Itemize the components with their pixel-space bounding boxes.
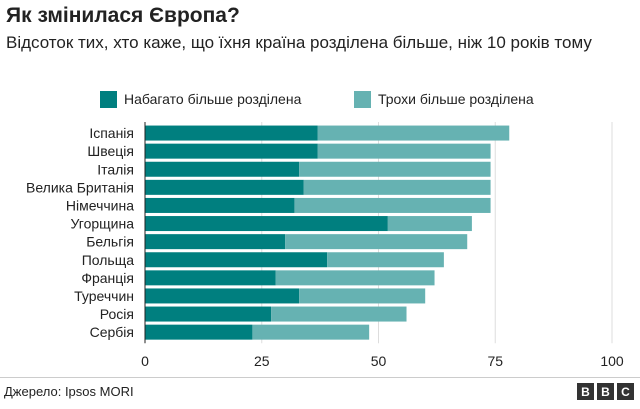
category-label: Сербія [90, 324, 134, 340]
x-tick-label: 0 [141, 353, 149, 369]
category-label: Італія [97, 161, 134, 177]
source-note: Джерело: Ipsos MORI [4, 384, 134, 399]
bar-slightly-more [303, 179, 491, 195]
bbc-logo: B B C [577, 383, 634, 400]
x-tick-label: 75 [487, 353, 503, 369]
chart-title: Як змінилася Європа? [6, 4, 240, 27]
bbc-logo-letter: B [597, 383, 614, 400]
category-label: Іспанія [89, 125, 134, 141]
category-label: Франція [81, 270, 134, 286]
bar-slightly-more [285, 234, 468, 250]
bar-slightly-more [299, 161, 491, 177]
bar-much-more [145, 252, 328, 268]
x-tick-label: 25 [254, 353, 270, 369]
bar-much-more [145, 234, 286, 250]
bar-much-more [145, 270, 276, 286]
legend-label-slightly-more: Трохи більше розділена [378, 91, 534, 107]
legend-label-much-more: Набагато більше розділена [124, 91, 302, 107]
bar-slightly-more [275, 270, 435, 286]
bar-slightly-more [271, 306, 407, 322]
bar-much-more [145, 143, 318, 159]
bar-slightly-more [252, 324, 370, 340]
bar-slightly-more [317, 125, 510, 141]
bar-slightly-more [327, 252, 444, 268]
x-tick-label: 50 [371, 353, 387, 369]
bar-much-more [145, 306, 272, 322]
legend-item-slightly-more: Трохи більше розділена [354, 89, 534, 109]
bar-much-more [145, 197, 295, 213]
bar-much-more [145, 179, 304, 195]
footer-divider [0, 377, 640, 378]
category-label: Німеччина [66, 197, 134, 213]
legend-swatch-slightly-more [354, 90, 371, 108]
bar-slightly-more [387, 216, 472, 232]
category-label: Швеція [87, 143, 134, 159]
category-label: Польща [82, 252, 135, 268]
category-label: Росія [100, 306, 134, 322]
bar-slightly-more [299, 288, 426, 304]
bbc-logo-letter: C [617, 383, 634, 400]
category-label: Угорщина [71, 216, 135, 232]
bar-chart: Іспанія Швеція Італія Велика Британія Німечч… [26, 122, 624, 369]
bar-much-more [145, 125, 318, 141]
category-label: Туреччин [74, 288, 134, 304]
category-label: Бельгія [86, 234, 134, 250]
legend-item-much-more: Набагато більше розділена [100, 89, 301, 109]
bar-much-more [145, 288, 300, 304]
bbc-logo-letter: B [577, 383, 594, 400]
bar-much-more [145, 324, 253, 340]
bar-slightly-more [294, 197, 491, 213]
bar-slightly-more [317, 143, 491, 159]
legend-swatch-much-more [100, 90, 117, 108]
legend: Набагато більше розділена Трохи більше р… [0, 89, 640, 109]
bar-much-more [145, 216, 388, 232]
x-tick-label: 100 [600, 353, 624, 369]
bar-much-more [145, 161, 300, 177]
category-label: Велика Британія [26, 179, 134, 195]
chart-subtitle: Відсоток тих, хто каже, що їхня країна р… [6, 33, 592, 52]
